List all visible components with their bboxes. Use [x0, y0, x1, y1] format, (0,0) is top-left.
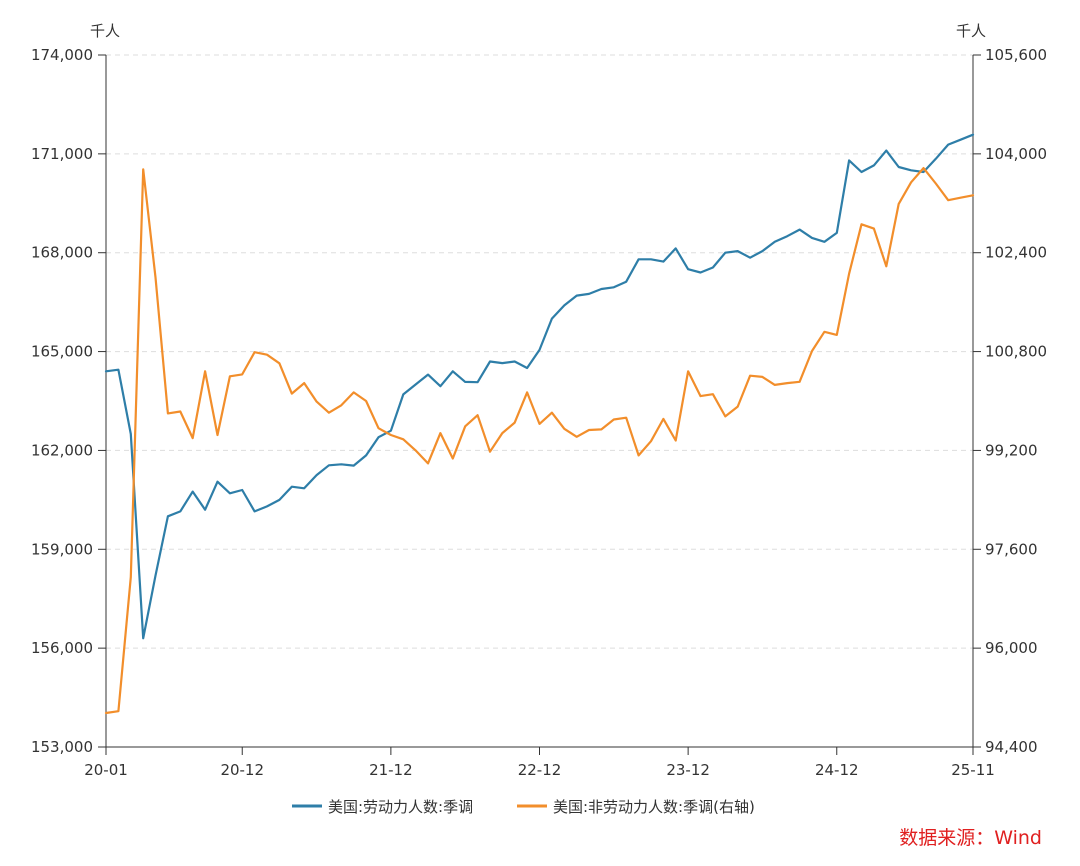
right-tick-label: 96,000 [985, 639, 1038, 657]
right-tick-label: 94,400 [985, 738, 1038, 756]
right-tick-label: 97,600 [985, 540, 1038, 558]
legend-label-labor-force: 美国:劳动力人数:季调 [328, 798, 473, 816]
x-tick-label: 21-12 [369, 761, 413, 779]
x-tick-label: 20-12 [220, 761, 264, 779]
gridlines [106, 54, 973, 649]
left-tick-label: 156,000 [31, 639, 93, 657]
left-tick-label: 153,000 [31, 738, 93, 756]
left-unit-label: 千人 [90, 22, 120, 40]
data-source-label: 数据来源：Wind [899, 827, 1042, 849]
series-line-labor-force [104, 133, 975, 640]
left-tick-label: 165,000 [31, 343, 93, 361]
x-tick-label: 22-12 [518, 761, 562, 779]
right-tick-label: 100,800 [985, 343, 1047, 361]
x-tick-label: 23-12 [666, 761, 710, 779]
right-tick-label: 102,400 [985, 244, 1047, 262]
x-tick-label: 25-11 [951, 761, 995, 779]
left-tick-label: 168,000 [31, 244, 93, 262]
legend: 美国:劳动力人数:季调 美国:非劳动力人数:季调(右轴) [292, 798, 755, 816]
series-line-not-in-labor-force [104, 167, 975, 715]
left-tick-label: 174,000 [31, 46, 93, 64]
right-unit-label: 千人 [956, 22, 986, 40]
axes [105, 55, 974, 748]
left-tick-label: 171,000 [31, 145, 93, 163]
right-tick-label: 105,600 [985, 46, 1047, 64]
left-tick-label: 162,000 [31, 441, 93, 459]
x-tick-label: 24-12 [815, 761, 859, 779]
series-lines [104, 133, 975, 715]
legend-label-not-in-labor-force: 美国:非劳动力人数:季调(右轴) [553, 798, 755, 816]
right-tick-label: 104,000 [985, 145, 1047, 163]
left-tick-label: 159,000 [31, 540, 93, 558]
right-tick-label: 99,200 [985, 441, 1038, 459]
tick-labels: 153,000 156,000 159,000 162,000 165,000 168,0… [31, 46, 1047, 779]
x-tick-label: 20-01 [84, 761, 128, 779]
